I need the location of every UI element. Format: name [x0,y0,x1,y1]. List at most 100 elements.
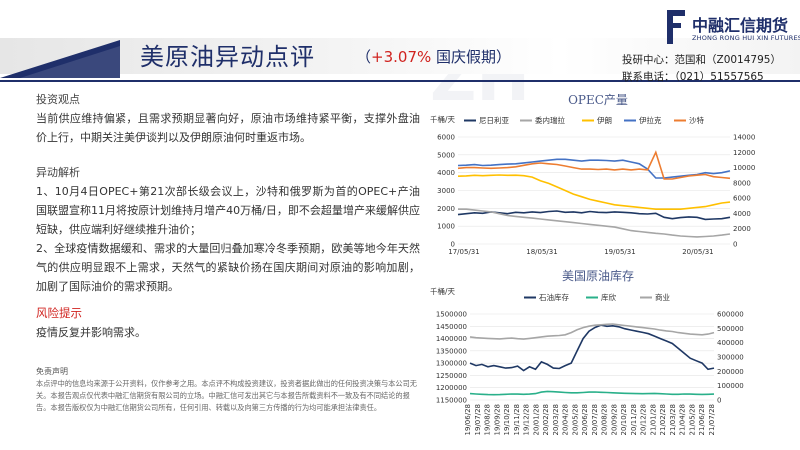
research-center-value: 范国和（Z0014795） [674,54,781,66]
y-right-tick-label: 6000 [733,195,751,203]
series-line-0 [457,210,731,221]
series-line-1 [458,208,731,238]
analysis-point-1: 1、10月4日OPEC+第21次部长级会议上，沙特和俄罗斯为首的OPEC+产油国… [36,185,420,236]
x-tick-label: 19/12/28 [523,404,531,435]
x-tick-label: 20/05/28 [571,404,579,435]
chart-unit-label: 千桶/天 [430,286,456,296]
chart-title: 美国原油库存 [562,268,634,283]
x-tick-label: 21/05/28 [688,404,696,435]
x-tick-label: 19/06/28 [464,404,472,435]
y-left-tick-label: 1300000 [436,360,467,368]
x-tick-label: 20/09/28 [610,404,618,435]
analysis-point-2: 2、全球疫情数据缓和、需求的大量回归叠加寒冷冬季预期，欧美等地今年天然气的供应明… [36,242,420,293]
x-tick-label: 20/02/28 [542,404,550,435]
x-tick-label: 20/04/28 [562,404,570,435]
x-tick-label: 20/01/28 [532,404,540,435]
x-tick-label: 20/06/28 [581,404,589,435]
x-tick-label: 19/05/31 [604,248,635,256]
x-tick-label: 19/09/28 [493,404,501,435]
x-tick-label: 18/05/31 [526,248,557,256]
legend-label-4: 沙特 [689,115,704,125]
y-left-tick-label: 6000 [437,134,455,142]
series-line-1 [469,390,715,396]
phone-value: （021）51557565 [674,71,764,83]
subtitle-rest: 国庆假期） [431,48,512,66]
company-logo: 中融汇信期货 ZHONG RONG HUI XIN FUTURES [664,8,800,46]
header-band [0,38,800,74]
y-right-tick-label: 200000 [717,368,744,376]
y-left-tick-label: 4000 [437,169,455,177]
series-line-0 [469,324,715,372]
legend-label-2: 商业 [655,292,670,302]
x-tick-label: 21/01/28 [649,404,657,435]
series-line-3 [457,158,731,179]
header-triangle-decoration [0,40,120,78]
y-right-tick-label: 12000 [733,149,755,157]
analysis-heading: 异动解析 [36,166,80,179]
y-left-tick-label: 1450000 [436,323,467,331]
y-right-tick-label: 300000 [717,354,744,362]
y-right-tick-label: 2000 [733,225,751,233]
disclaimer-text: 本点评中的信息均来源于公开资料，仅作参考之用。本点评不构成投资建议，投资者据此做… [36,379,417,412]
y-left-tick-label: 1350000 [436,347,467,355]
x-tick-label: 20/08/28 [601,404,609,435]
page-subtitle: （+3.07% 国庆假期） [356,46,511,67]
x-tick-label: 21/07/28 [708,404,716,435]
y-right-tick-label: 10000 [733,164,755,172]
y-left-tick-label: 2000 [437,205,455,213]
y-right-tick-label: 8000 [733,179,751,187]
logo-f-icon [667,10,685,44]
x-tick-label: 20/05/31 [682,248,713,256]
commentary-column: 投资观点 当前供应维持偏紧，且需求预期显著向好，原油市场维持紧平衡，支撑外盘油价… [36,90,420,342]
y-left-tick-label: 1200000 [436,384,467,392]
y-right-tick-label: 0 [733,241,737,249]
x-tick-label: 20/11/28 [630,404,638,435]
view-heading: 投资观点 [36,93,80,106]
y-right-tick-label: 600000 [717,311,744,319]
logo-english-name: ZHONG RONG HUI XIN FUTURES [692,34,800,42]
x-tick-label: 17/05/31 [448,248,479,256]
research-center-line: 投研中心：范国和（Z0014795） [622,52,781,69]
x-tick-label: 21/06/28 [698,404,706,435]
x-tick-label: 19/11/28 [513,404,521,435]
y-right-tick-label: 500000 [717,325,744,333]
header-divider [0,80,800,82]
series-line-2 [457,174,731,210]
contact-info: 投研中心：范国和（Z0014795） 联系电话：（021）51557565 [622,52,781,86]
x-tick-label: 21/02/28 [659,404,667,435]
chart-title: OPEC产量 [568,93,628,107]
x-tick-label: 20/10/28 [620,404,628,435]
change-percent: +3.07% [371,48,432,66]
phone-line: 联系电话：（021）51557565 [622,69,781,86]
disclaimer: 免责声明 本点评中的信息均来源于公开资料，仅作参考之用。本点评不构成投资建议，投… [36,366,424,414]
y-right-tick-label: 100000 [717,382,744,390]
x-tick-label: 19/10/28 [503,404,511,435]
y-left-tick-label: 1150000 [436,397,467,405]
series-line-2 [469,323,715,340]
page-title: 美原油异动点评 [140,43,315,71]
y-left-tick-label: 1500000 [436,311,467,319]
x-tick-label: 20/07/28 [591,404,599,435]
x-tick-label: 21/03/28 [669,404,677,435]
chart-unit-label: 千桶/天 [430,114,456,124]
y-left-tick-label: 5000 [437,151,455,159]
series-line-4 [457,150,731,180]
y-right-tick-label: 400000 [717,339,744,347]
y-right-tick-label: 0 [717,397,721,405]
x-tick-label: 19/07/28 [474,404,482,435]
y-left-tick-label: 0 [451,241,455,249]
x-tick-label: 20/03/28 [552,404,560,435]
y-right-tick-label: 4000 [733,210,751,218]
logo-chinese-name: 中融汇信期货 [692,16,789,35]
subtitle-open: （ [356,48,372,66]
y-left-tick-label: 3000 [437,187,455,195]
legend-label-0: 尼日利亚 [479,115,509,125]
x-tick-label: 21/04/28 [679,404,687,435]
legend-label-1: 库欣 [601,292,616,302]
x-tick-label: 19/08/28 [484,404,492,435]
phone-label: 联系电话： [622,71,675,83]
disclaimer-heading: 免责声明 [36,367,68,376]
risk-heading: 风险提示 [36,306,82,320]
